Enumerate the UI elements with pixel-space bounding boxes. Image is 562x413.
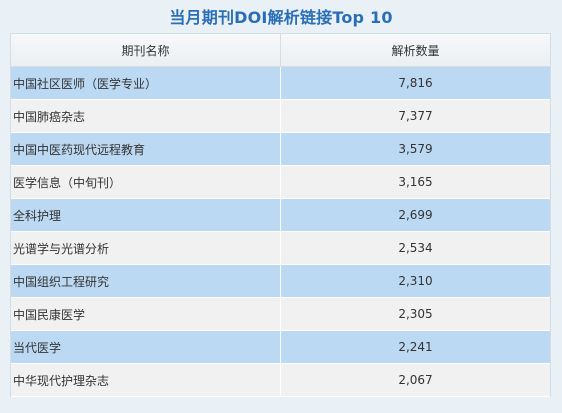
journal-name: 中国中医药现代远程教育 [11, 133, 281, 165]
table-header: 期刊名称 解析数量 [11, 34, 550, 67]
resolve-count: 2,241 [398, 340, 433, 354]
resolve-count: 7,377 [398, 109, 433, 123]
journal-name: 中国组织工程研究 [11, 265, 281, 297]
journal-name: 中国社区医师（医学专业） [11, 67, 281, 99]
table-row[interactable]: 中国肺癌杂志 7,377 [11, 100, 550, 133]
table-row[interactable]: 中华现代护理杂志 2,067 [11, 364, 550, 397]
table-row[interactable]: 全科护理 2,699 [11, 199, 550, 232]
table-row[interactable]: 中国民康医学 2,305 [11, 298, 550, 331]
journal-name: 医学信息（中旬刊） [11, 166, 281, 198]
journal-name: 中国肺癌杂志 [11, 100, 281, 132]
column-header-resolve-count[interactable]: 解析数量 [391, 43, 440, 58]
resolve-count: 2,305 [398, 307, 433, 321]
resolve-count: 2,310 [398, 274, 433, 288]
resolve-count: 2,067 [398, 373, 433, 387]
table-row[interactable]: 中国组织工程研究 2,310 [11, 265, 550, 298]
table-row[interactable]: 当代医学 2,241 [11, 331, 550, 364]
resolve-count: 3,165 [398, 175, 433, 189]
page-title: 当月期刊DOI解析链接Top 10 [169, 8, 393, 27]
resolve-count: 2,699 [398, 208, 433, 222]
table-row[interactable]: 光谱学与光谱分析 2,534 [11, 232, 550, 265]
column-header-journal-name[interactable]: 期刊名称 [11, 34, 281, 66]
resolve-count: 2,534 [398, 241, 433, 255]
resolve-count: 7,816 [398, 76, 433, 90]
journal-name: 中华现代护理杂志 [11, 364, 281, 396]
table-row[interactable]: 医学信息（中旬刊） 3,165 [11, 166, 550, 199]
top10-table: 期刊名称 解析数量 中国社区医师（医学专业） 7,816 中国肺癌杂志 7,37… [10, 33, 551, 397]
table-row[interactable]: 中国社区医师（医学专业） 7,816 [11, 67, 550, 100]
journal-name: 中国民康医学 [11, 298, 281, 330]
journal-name: 当代医学 [11, 331, 281, 363]
journal-name: 光谱学与光谱分析 [11, 232, 281, 264]
journal-name: 全科护理 [11, 199, 281, 231]
resolve-count: 3,579 [398, 142, 433, 156]
table-row[interactable]: 中国中医药现代远程教育 3,579 [11, 133, 550, 166]
